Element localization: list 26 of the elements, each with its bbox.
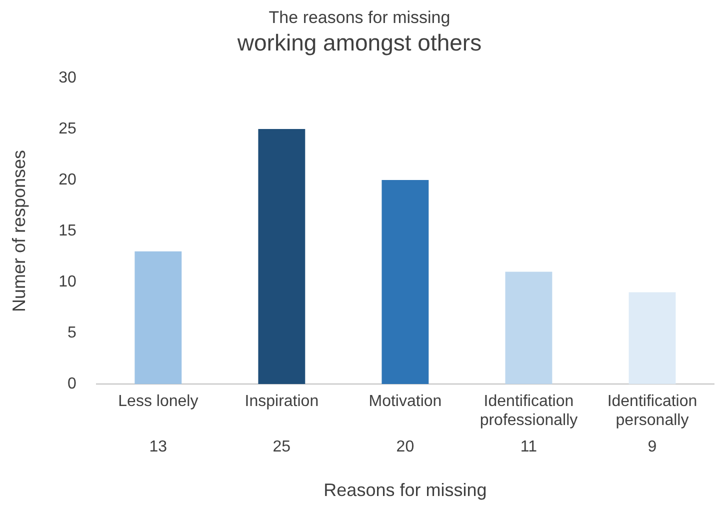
data-label: 13 xyxy=(149,438,168,456)
y-tick-label: 15 xyxy=(58,222,76,240)
y-tick-label: 20 xyxy=(58,171,76,188)
x-tick-label: Less lonely xyxy=(118,393,198,410)
y-tick-label: 30 xyxy=(58,69,76,86)
y-tick-label: 5 xyxy=(67,324,76,342)
chart-title: The reasons for missing xyxy=(268,8,450,27)
data-label: 20 xyxy=(396,438,414,456)
x-tick-label: Identification professionally xyxy=(480,393,578,430)
x-axis-title: Reasons for missing xyxy=(324,480,487,500)
bar xyxy=(628,292,676,384)
data-label: 9 xyxy=(648,438,657,456)
bar xyxy=(258,129,306,384)
y-tick-label: 0 xyxy=(67,375,76,392)
data-label: 11 xyxy=(520,438,538,456)
chart-subtitle: working amongst others xyxy=(236,30,482,56)
x-tick-label: Motivation xyxy=(368,393,442,410)
bar xyxy=(134,251,182,384)
y-axis-title: Numer of responses xyxy=(8,150,29,312)
x-tick-label: Identification personally xyxy=(607,393,698,430)
x-tick-label: Inspiration xyxy=(244,393,319,410)
bar xyxy=(505,272,552,384)
y-tick-label: 10 xyxy=(58,273,76,290)
y-tick-label: 25 xyxy=(58,120,76,138)
bar xyxy=(382,180,429,384)
data-label: 25 xyxy=(272,438,291,456)
